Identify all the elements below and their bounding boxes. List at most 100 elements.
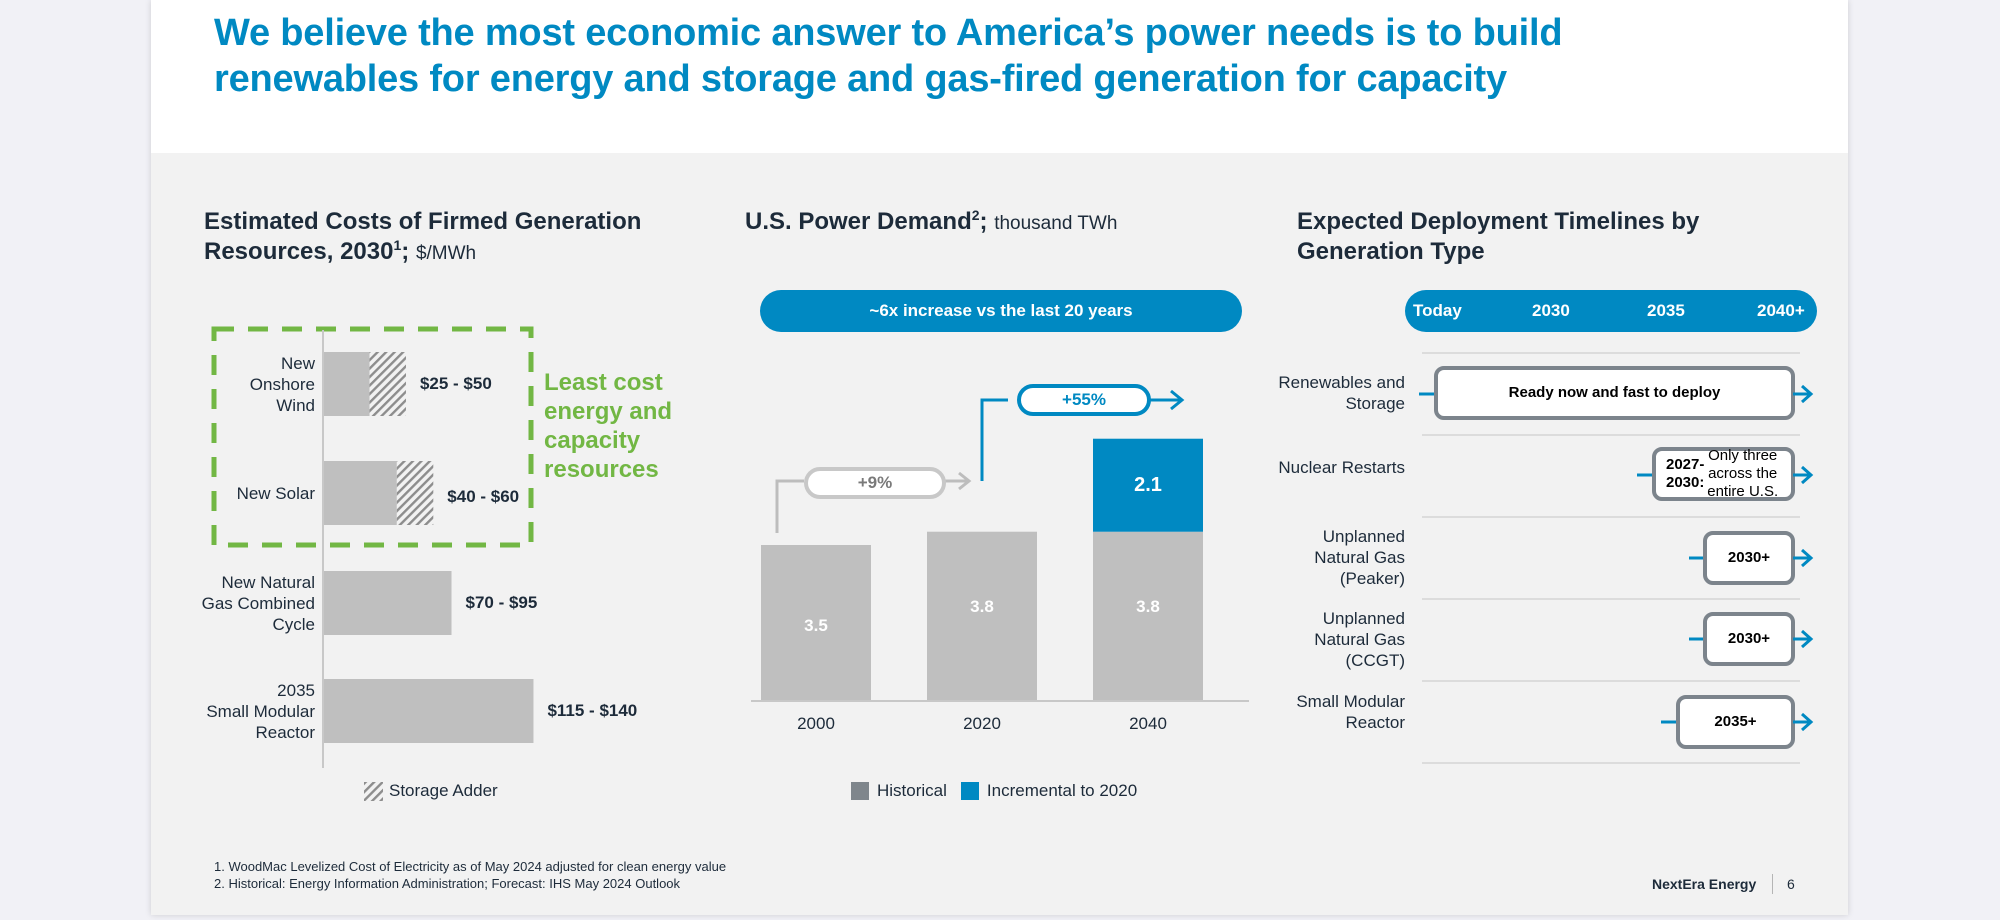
cost-category-line: New Natural — [221, 572, 315, 592]
brand-name: NextEra Energy — [1652, 876, 1757, 892]
timeline-box-nuclear: 2027-2030: Only three across the entire … — [1652, 447, 1795, 501]
timeline-box-bold: 2030+ — [1727, 630, 1771, 647]
arrow-right-icon — [1793, 384, 1814, 404]
demand-bar-historical — [927, 531, 1037, 700]
timeline-divider — [1422, 762, 1800, 764]
demand-title-main: U.S. Power Demand — [745, 208, 972, 235]
growth-connector-2 — [980, 398, 1008, 481]
demand-value-label: 3.8 — [970, 596, 994, 616]
cost-bar — [324, 352, 370, 416]
arrow-right-icon — [1793, 629, 1814, 649]
cost-bars — [324, 352, 534, 743]
demand-bars — [761, 438, 1203, 700]
timeline-box-text: Only three across the entire U.S. — [1707, 447, 1779, 500]
arrow-right-icon — [1793, 548, 1814, 568]
growth-arrow-1-icon — [958, 471, 972, 491]
cost-category-label: 2035 Small Modular Reactor — [190, 680, 315, 743]
cost-bar — [324, 461, 397, 525]
demand-value-label: 3.8 — [1136, 596, 1160, 616]
costs-title-unit: $/MWh — [415, 243, 477, 264]
demand-chart — [751, 389, 1249, 702]
least-cost-highlight-box — [211, 326, 534, 548]
demand-x-tick: 2020 — [963, 714, 1001, 733]
legend-label-incremental: Incremental to 2020 — [986, 781, 1138, 800]
storage-adder-legend: Storage Adder — [364, 781, 498, 801]
timeline-header-2030: 2030 — [1532, 301, 1570, 320]
timeline-box-ccgt: 2030+ — [1703, 612, 1795, 666]
timeline-row-label: Unplanned Natural Gas (Peaker) — [1314, 527, 1405, 588]
demand-banner: ~6x increase vs the last 20 years — [760, 290, 1242, 332]
slide-header: We believe the most economic answer to A… — [151, 0, 1848, 153]
least-cost-callout: Least cost energy and capacity resources — [544, 369, 673, 483]
costs-title-footnote: 1 — [393, 237, 402, 253]
timeline-row-label: Unplanned Natural Gas (CCGT) — [1314, 609, 1405, 670]
cost-category-line: Gas Combined — [201, 593, 315, 613]
timeline-header-2040: 2040+ — [1757, 301, 1805, 320]
cost-category-line: Reactor — [255, 722, 315, 742]
timeline-header-2035: 2035 — [1647, 301, 1685, 320]
demand-title-sep: ; — [979, 208, 988, 235]
storage-adder-legend-label: Storage Adder — [389, 781, 498, 800]
storage-adder-bar — [396, 461, 434, 525]
timeline-divider — [1422, 516, 1800, 518]
timeline-box-bold: 2035+ — [1714, 713, 1757, 730]
timeline-row-start — [1661, 720, 1677, 724]
arrow-right-icon — [1793, 465, 1814, 485]
costs-title-main: Estimated Costs of Firmed Generation Res… — [204, 208, 642, 265]
demand-x-tick: 2000 — [797, 714, 835, 733]
demand-value-label: 3.5 — [804, 615, 828, 635]
demand-title-unit: thousand TWh — [994, 213, 1118, 234]
timeline-row-label: Renewables and Storage — [1278, 373, 1405, 413]
cost-category-line: 2035 — [277, 680, 315, 700]
cost-category-line: Cycle — [272, 614, 315, 634]
timeline-box-renewables: Ready now and fast to deploy — [1434, 366, 1795, 420]
timeline-row-label: Nuclear Restarts — [1278, 458, 1405, 477]
timeline-box-peaker: 2030+ — [1703, 531, 1795, 585]
timeline-title: Expected Deployment Timelines by Generat… — [1297, 208, 1700, 265]
timeline-row-start — [1689, 556, 1705, 560]
page-number: 6 — [1787, 876, 1795, 892]
cost-category-line: Small Modular — [206, 701, 315, 721]
cost-category-label: New Natural Gas Combined Cycle — [190, 572, 315, 635]
arrow-right-icon — [1793, 712, 1814, 732]
timeline-divider — [1422, 680, 1800, 682]
demand-bar-historical — [1093, 531, 1203, 700]
legend-label-historical: Historical — [877, 781, 947, 800]
growth-connector-1 — [775, 479, 804, 533]
cost-value-label: $25 - $50 — [419, 374, 492, 393]
timeline-divider — [1422, 352, 1800, 354]
timeline-header-bar — [1405, 290, 1817, 332]
growth-bubble-1: +9% — [804, 467, 946, 499]
hatch-swatch-icon — [364, 781, 383, 801]
cost-bar — [324, 571, 452, 635]
cost-category-line: New — [280, 353, 315, 373]
cost-category-line: Onshore — [249, 374, 315, 394]
cost-chart — [211, 326, 534, 768]
demand-title: U.S. Power Demand2; thousand TWh — [745, 207, 1245, 239]
costs-title-sep: ; — [401, 238, 410, 265]
storage-adder-bar — [369, 352, 406, 416]
timeline-divider — [1422, 434, 1800, 436]
cost-value-label: $40 - $60 — [447, 487, 520, 506]
slide: We believe the most economic answer to A… — [151, 0, 1848, 915]
cost-bar — [324, 679, 534, 743]
legend-swatch-historical — [851, 782, 869, 800]
cost-value-label: $115 - $140 — [547, 701, 638, 720]
timeline-box-bold: Ready now and fast to deploy — [1508, 384, 1721, 401]
demand-bar-historical — [761, 545, 871, 700]
footnote-1: 1. WoodMac Levelized Cost of Electricity… — [214, 859, 727, 874]
timeline-box-bold: 2030+ — [1727, 549, 1771, 566]
cost-category-label: New Onshore Wind — [190, 353, 315, 416]
growth-arrow-2-icon — [1170, 389, 1185, 411]
cost-value-label: $70 - $95 — [465, 593, 538, 612]
demand-x-tick: 2040 — [1129, 714, 1167, 733]
headline: We believe the most economic answer to A… — [214, 12, 1563, 100]
timeline-row-start — [1689, 637, 1705, 641]
growth-bubble-2: +55% — [1017, 384, 1151, 416]
timeline-row-start — [1637, 473, 1653, 477]
legend-swatch-incremental — [960, 782, 979, 800]
demand-increment-label: 2.1 — [1134, 474, 1162, 497]
timeline-box-bold: 2027-2030: — [1666, 456, 1705, 491]
cost-category-line: New Solar — [236, 483, 315, 503]
timeline-divider — [1422, 598, 1800, 600]
